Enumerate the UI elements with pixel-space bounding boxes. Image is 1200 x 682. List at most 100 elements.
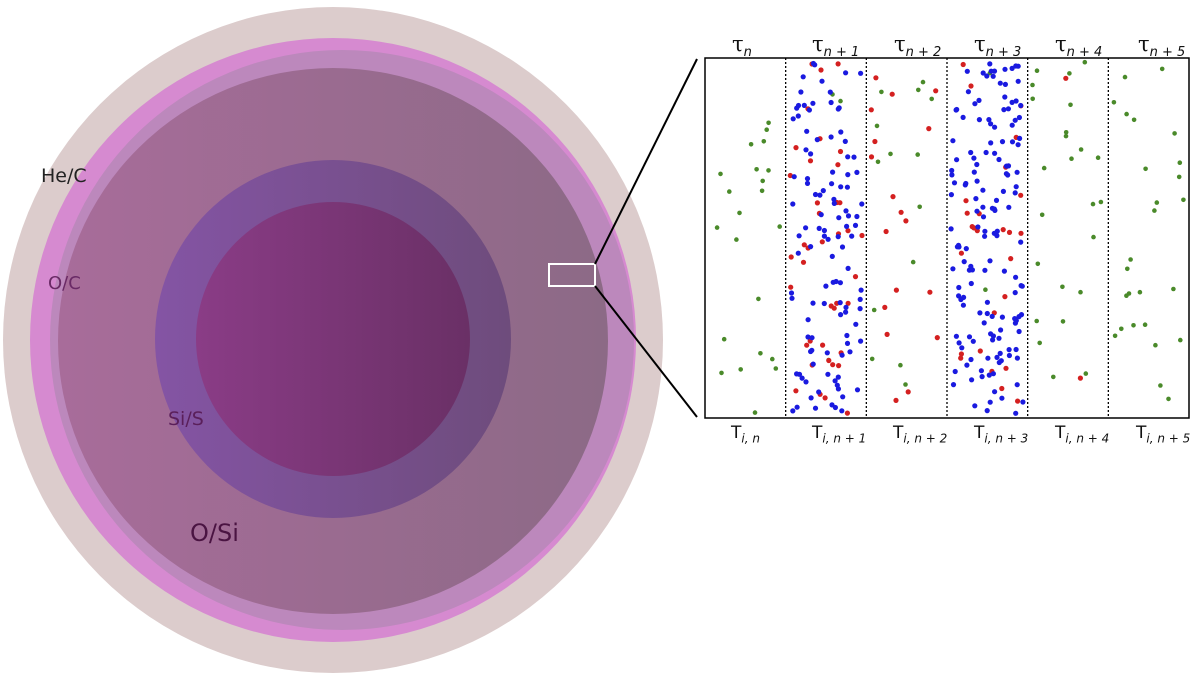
particle-blue [986, 372, 992, 378]
particle-blue [982, 267, 988, 273]
particle-green [910, 259, 916, 265]
particle-green [1063, 133, 1069, 139]
particle-green [1069, 156, 1074, 161]
particle-blue [1013, 274, 1019, 280]
particle-green [879, 89, 884, 95]
particle-red [893, 287, 900, 293]
particle-blue [1000, 188, 1007, 194]
particle-blue [1020, 399, 1026, 405]
particle-green [1051, 374, 1056, 380]
particle-green [1078, 147, 1084, 152]
particle-red [1003, 365, 1009, 371]
particle-red [1008, 256, 1014, 262]
particle-blue [845, 213, 852, 219]
particle-blue [984, 73, 990, 79]
particle-green [1091, 234, 1096, 240]
particle-blue [998, 358, 1004, 364]
particle-blue [838, 312, 844, 318]
particle-red [903, 218, 909, 224]
t-label-5: Ti, n + 5 [1136, 423, 1191, 446]
particle-green [1166, 396, 1171, 402]
particle-blue [954, 106, 960, 113]
particle-green [1142, 322, 1148, 328]
particle-green [770, 356, 775, 362]
particle-blue [1018, 102, 1024, 109]
particle-blue [992, 150, 998, 156]
particle-blue [949, 172, 955, 178]
t-label-3: Ti, n + 3 [974, 423, 1029, 446]
particle-blue [857, 306, 863, 312]
particle-blue [844, 223, 850, 229]
particle-green [1125, 266, 1130, 272]
particle-red [1077, 375, 1083, 381]
particle-blue [840, 394, 846, 400]
particle-green [1178, 337, 1183, 343]
particle-red [958, 351, 965, 357]
particle-red [1006, 229, 1013, 235]
core [196, 202, 470, 476]
particle-green [1152, 208, 1157, 213]
particle-blue [990, 73, 996, 79]
particle-red [1018, 230, 1024, 236]
particle-red [999, 385, 1005, 392]
particle-green [915, 152, 920, 157]
particle-blue [996, 335, 1002, 341]
particle-blue [1012, 290, 1018, 296]
particle-blue [988, 68, 994, 74]
particle-blue [984, 310, 990, 317]
particle-green [738, 367, 743, 372]
particle-blue [827, 89, 833, 95]
particle-blue [831, 196, 837, 202]
particle-green [756, 296, 761, 302]
particle-green [761, 139, 767, 144]
particle-green [752, 410, 758, 415]
particle-blue [1014, 382, 1020, 388]
particle-blue [960, 302, 967, 308]
particle-blue [799, 375, 805, 381]
particle-blue [844, 184, 851, 190]
particle-red [964, 210, 970, 216]
particle-green [920, 79, 926, 85]
particle-green [888, 151, 893, 157]
particle-blue [839, 408, 845, 414]
tau-label-2: τn + 2 [894, 32, 942, 61]
particle-blue [788, 290, 795, 296]
particle-red [1063, 75, 1069, 81]
label-si-s: Si/S [168, 408, 204, 430]
particle-blue [1012, 316, 1018, 322]
particle-red [873, 75, 879, 81]
particle-blue [992, 207, 998, 213]
particle-blue [984, 408, 990, 414]
particle-green [1126, 291, 1132, 296]
particle-blue [1013, 63, 1019, 69]
particle-blue [1002, 81, 1009, 87]
particle-blue [808, 395, 814, 401]
particle-blue [984, 299, 991, 305]
particle-red [822, 395, 828, 401]
particle-blue [1009, 139, 1016, 145]
particle-blue [825, 371, 831, 377]
particle-blue [810, 100, 816, 106]
particle-blue [844, 332, 850, 339]
particle-blue [801, 102, 807, 108]
particle-blue [839, 352, 845, 358]
particle-green [1172, 131, 1177, 136]
particle-red [868, 154, 875, 160]
particle-blue [832, 378, 838, 384]
particle-red [800, 259, 807, 265]
particle-blue [835, 374, 841, 380]
particle-blue [1009, 122, 1015, 128]
particle-blue [810, 300, 816, 306]
particle-red [830, 362, 836, 368]
particle-blue [1016, 114, 1023, 121]
particle-green [759, 188, 765, 194]
particle-red [963, 198, 969, 204]
particle-blue [843, 208, 849, 214]
particle-blue [831, 200, 837, 206]
particle-red [818, 67, 824, 73]
particle-red [859, 232, 865, 239]
particle-green [721, 336, 727, 342]
particle-blue [1014, 169, 1020, 175]
particle-green [766, 120, 771, 126]
particle-red [793, 388, 799, 394]
